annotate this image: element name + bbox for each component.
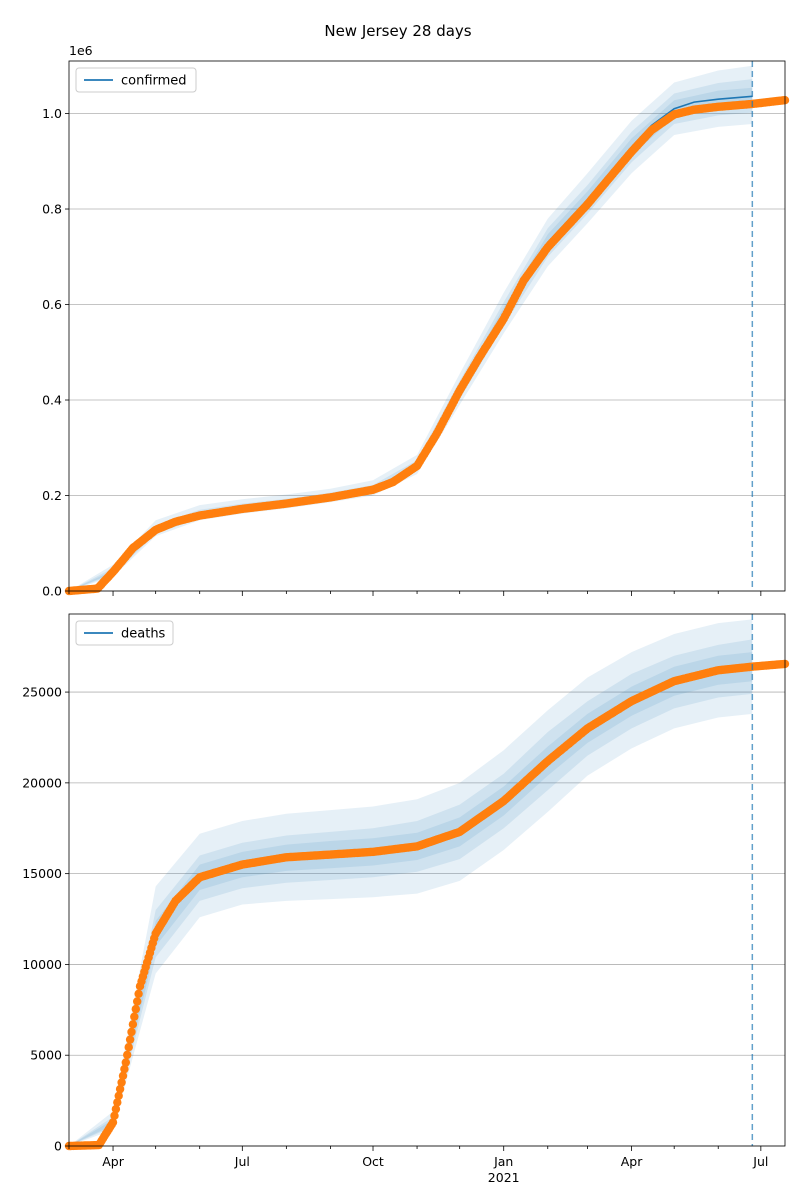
observed-point: [110, 1111, 119, 1120]
observed-point: [123, 1050, 132, 1060]
uncertainty-band: [69, 619, 753, 1146]
y-tick-label: 5000: [30, 1048, 62, 1063]
observed-point: [114, 1091, 123, 1101]
y-tick-label: 10000: [22, 957, 62, 972]
observed-point: [113, 1098, 122, 1107]
y-tick-label: 20000: [22, 775, 62, 790]
observed-point: [134, 989, 143, 998]
observed-point: [117, 1078, 126, 1087]
x-tick-label: Jan: [493, 1154, 513, 1169]
x-tick-label: Jul: [234, 1154, 250, 1169]
observed-point: [124, 1043, 133, 1052]
y-tick-label: 0.0: [42, 584, 62, 599]
observed-point: [115, 1084, 125, 1094]
confirmed-panel: 0.0 0.2 0.4 0.6 0.8 1.0 1e6 confirmed: [42, 43, 790, 599]
legend-label: deaths: [121, 627, 166, 642]
observed-point: [121, 1058, 130, 1067]
observed-point: [131, 1004, 140, 1014]
legend-box: [75, 67, 197, 93]
y-tick-label: 1.0: [42, 106, 62, 121]
y-tick-label: 0.2: [42, 488, 62, 503]
y-tick-label: 25000: [22, 685, 62, 700]
legend-label: confirmed: [121, 74, 187, 89]
y-tick-label: 15000: [22, 866, 62, 881]
axes-frame: [68, 613, 786, 1147]
y-tick-label: 0.4: [42, 393, 62, 408]
y-tick-label: 0.6: [42, 297, 62, 312]
axes-frame: [68, 60, 786, 592]
observed-point: [125, 1035, 135, 1044]
observed-point: [111, 1104, 121, 1114]
legend-box: [75, 620, 174, 646]
x-tick-label: Apr: [102, 1154, 124, 1169]
x-tick-label: Oct: [362, 1154, 384, 1169]
figure-title: New Jersey 28 days: [324, 22, 471, 40]
x-tick-label: Apr: [621, 1154, 643, 1169]
y-offset-label: 1e6: [69, 43, 93, 58]
observed-point: [127, 1027, 136, 1037]
uncertainty-band: [69, 65, 753, 592]
uncertainty-band: [69, 639, 753, 1146]
x-tick-label: Jul: [752, 1154, 768, 1169]
x-year-label: 2021: [488, 1170, 520, 1185]
y-tick-label: 0.8: [42, 202, 62, 217]
observed-point: [120, 1064, 129, 1074]
observed-point: [133, 997, 142, 1006]
y-tick-label: 0: [54, 1139, 62, 1154]
deaths-panel: 0 5000 10000 15000 20000 25000 Apr Jul Oct Jan Apr…: [22, 613, 790, 1185]
observed-point: [118, 1071, 128, 1081]
observed-point: [108, 1118, 118, 1127]
observed-point: [128, 1020, 138, 1029]
observed-point: [130, 1012, 139, 1021]
